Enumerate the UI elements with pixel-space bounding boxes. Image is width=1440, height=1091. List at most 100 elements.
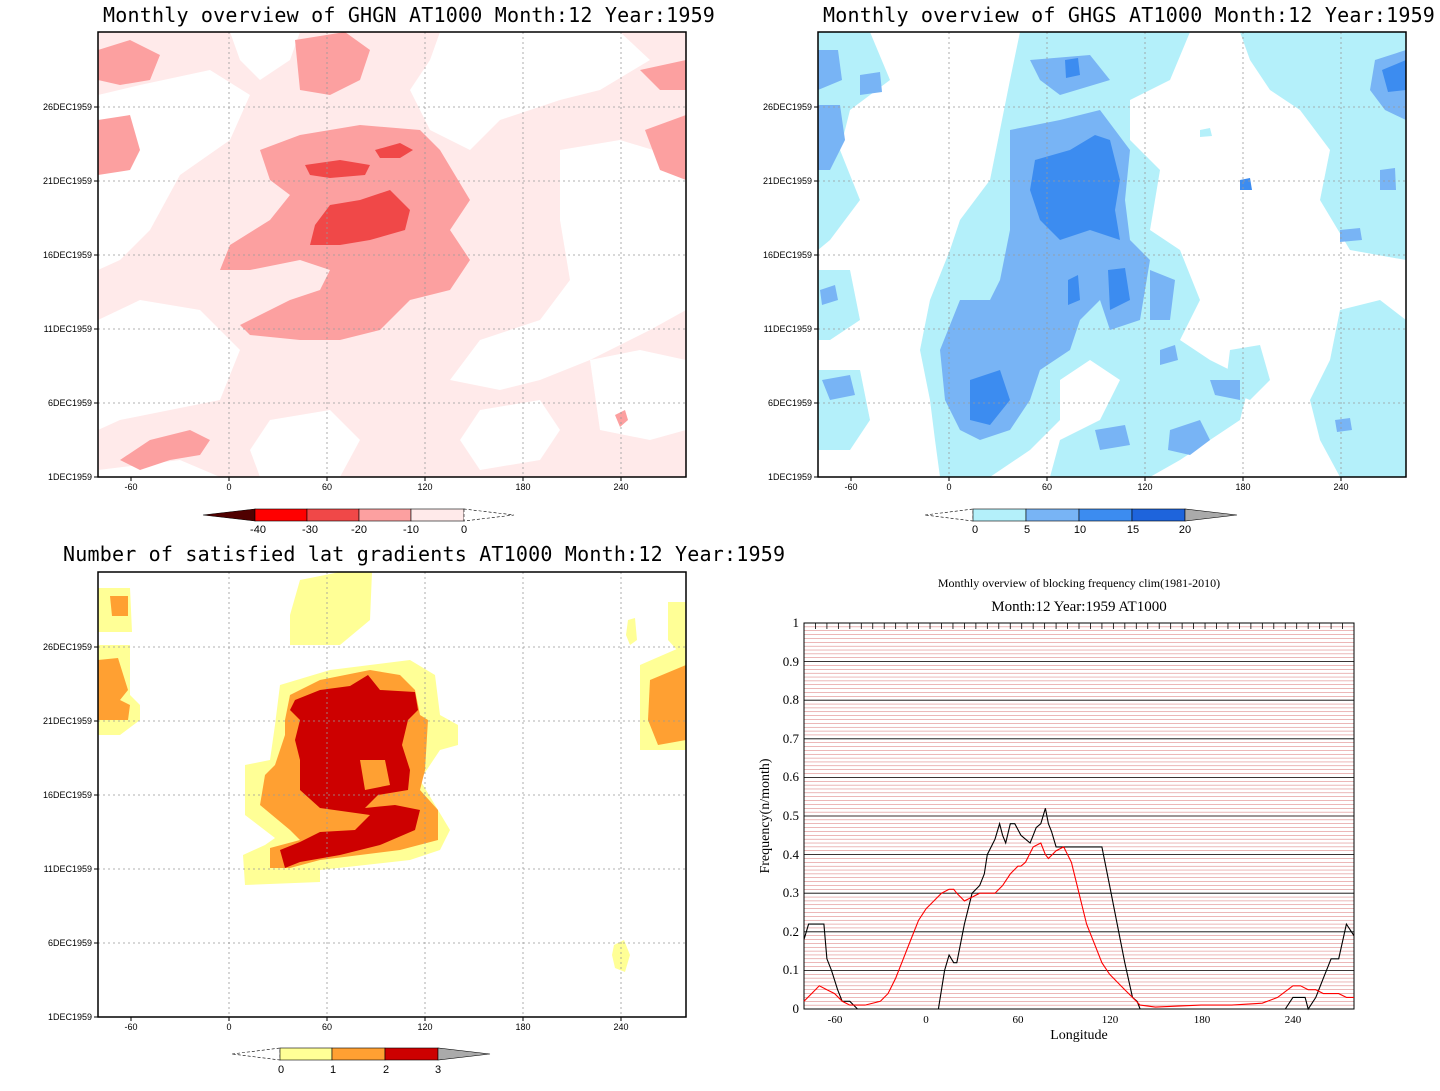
ghgs-cb-label: 15: [1127, 524, 1139, 536]
climatology-line: [803, 842, 1354, 1008]
ghgn-ytick: 21DEC1959: [43, 176, 92, 186]
blocking-major-gridlines: [804, 661, 1354, 971]
blocking-ytick: 0.3: [783, 885, 799, 900]
ghgn-ytick: 16DEC1959: [43, 250, 92, 260]
blocking-ytick: 0.6: [783, 769, 800, 784]
lat-gradients-xtick: 240: [613, 1022, 628, 1032]
blocking-xtick: 120: [1102, 1014, 1119, 1026]
ghgs-xtick: 60: [1042, 482, 1052, 492]
ghgs-xtick: 240: [1333, 482, 1348, 492]
ghgn-cb-label: -40: [250, 524, 266, 536]
blocking-top-ticks: [803, 623, 1355, 629]
ghgs-colorbar: [924, 508, 1238, 522]
ghgs-xtick: 180: [1235, 482, 1250, 492]
blocking-frequency-line: [803, 808, 1355, 1011]
lat-gradients-ytick: 26DEC1959: [43, 642, 92, 652]
blocking-ylabel: Frequency(n/month): [758, 758, 773, 873]
ghgn-ylabels: 1DEC1959 6DEC1959 11DEC1959 16DEC1959 21…: [43, 102, 92, 482]
ghgn-plot: 1DEC1959 6DEC1959 11DEC1959 16DEC1959 21…: [43, 31, 687, 536]
ghgn-cb-label: -30: [302, 524, 318, 536]
ghgn-gridlines: [98, 32, 686, 477]
lat-gradients-colorbar-labels: 0 1 2 3: [278, 1064, 441, 1076]
ghgs-gridlines: [818, 32, 1406, 477]
lat-gradients-ytick: 11DEC1959: [44, 864, 92, 874]
lat-gradients-xtick: 60: [322, 1022, 332, 1032]
lat-gradients-xtick: 180: [515, 1022, 530, 1032]
blocking-ytick: 0: [793, 1001, 800, 1016]
ghgn-xtick: 240: [613, 482, 628, 492]
ghgs-xtick: -60: [844, 482, 857, 492]
ghgs-ticks: [814, 106, 1342, 481]
lat-gradients-ytick: 1DEC1959: [48, 1012, 92, 1022]
blocking-xlabels: -60 0 60 120 180 240: [828, 1014, 1302, 1026]
blocking-subtitle: Month:12 Year:1959 AT1000: [991, 599, 1166, 615]
lat-gradients-ytick: 21DEC1959: [43, 716, 92, 726]
ghgs-xtick: 0: [946, 482, 951, 492]
lat-gradients-cb-label: 0: [278, 1064, 284, 1076]
blocking-ytick: 0.9: [783, 654, 799, 669]
ghgs-xtick: 120: [1137, 482, 1152, 492]
ghgs-ytick: 21DEC1959: [763, 176, 812, 186]
ghgn-cb-label: 0: [461, 524, 467, 536]
ghgs-cb-label: 5: [1024, 524, 1030, 536]
blocking-xtick: -60: [828, 1014, 843, 1026]
ghgn-xtick: 120: [417, 482, 432, 492]
blocking-xlabel: Longitude: [1050, 1028, 1108, 1043]
lat-gradients-xtick: 0: [226, 1022, 231, 1032]
ghgs-ytick: 1DEC1959: [768, 472, 812, 482]
lat-gradients-gridlines: [98, 572, 686, 1017]
ghgs-ylabels: 1DEC1959 6DEC1959 11DEC1959 16DEC1959 21…: [763, 102, 812, 482]
ghgn-cb-label: -20: [351, 524, 367, 536]
ghgn-colorbar-labels: -40 -30 -20 -10 0: [250, 524, 467, 536]
ghgs-colorbar-labels: 0 5 10 15 20: [972, 524, 1191, 536]
ghgn-xtick: 0: [226, 482, 231, 492]
lat-gradients-field: [98, 572, 686, 972]
ghgn-xtick: 60: [322, 482, 332, 492]
lat-gradients-xlabels: -60 0 60 120 180 240: [124, 1022, 628, 1032]
lat-gradients-xtick: 120: [417, 1022, 432, 1032]
blocking-ytick: 0.5: [783, 808, 799, 823]
ghgs-ytick: 11DEC1959: [764, 324, 812, 334]
ghgn-title: Monthly overview of GHGN AT1000 Month:12…: [103, 3, 716, 27]
lat-gradients-plot: 1DEC1959 6DEC1959 11DEC1959 16DEC1959 21…: [43, 571, 687, 1076]
ghgn-ticks: [94, 106, 622, 481]
ghgn-xtick: -60: [124, 482, 137, 492]
lat-gradients-cb-label: 2: [383, 1064, 389, 1076]
lat-gradients-colorbar: [231, 1047, 491, 1061]
ghgs-field: [818, 32, 1406, 477]
ghgs-cb-label: 0: [972, 524, 978, 536]
blocking-xtick: 0: [923, 1014, 929, 1026]
blocking-series-group: [803, 808, 1355, 1011]
lat-gradients-ytick: 16DEC1959: [43, 790, 92, 800]
blocking-ytick: 0.8: [783, 692, 799, 707]
lat-gradients-cb-label: 3: [435, 1064, 441, 1076]
blocking-xtick: 180: [1194, 1014, 1211, 1026]
ghgs-cb-label: 20: [1179, 524, 1191, 536]
blocking-frequency-plot: Monthly overview of blocking frequency c…: [758, 576, 1355, 1043]
lat-gradients-ticks: [94, 646, 622, 1021]
blocking-ytick: 0.4: [783, 847, 800, 862]
lat-gradients-ytick: 6DEC1959: [48, 938, 92, 948]
blocking-xtick: 60: [1013, 1014, 1025, 1026]
blocking-ylabels: 0 0.1 0.2 0.3 0.4 0.5 0.6 0.7 0.8 0.9 1: [783, 615, 800, 1016]
ghgn-field: [98, 32, 686, 477]
lat-gradients-ylabels: 1DEC1959 6DEC1959 11DEC1959 16DEC1959 21…: [43, 642, 92, 1022]
blocking-title: Monthly overview of blocking frequency c…: [938, 576, 1220, 590]
lat-gradients-cb-label: 1: [330, 1064, 336, 1076]
ghgn-colorbar: [202, 508, 515, 522]
blocking-ytick: 0.2: [783, 924, 799, 939]
ghgn-ytick: 11DEC1959: [44, 324, 92, 334]
ghgs-plot: 1DEC1959 6DEC1959 11DEC1959 16DEC1959 21…: [763, 31, 1407, 536]
ghgs-ytick: 26DEC1959: [763, 102, 812, 112]
ghgn-cb-label: -10: [403, 524, 419, 536]
ghgn-xlabels: -60 0 60 120 180 240: [124, 482, 628, 492]
blocking-background-lines: [804, 626, 1354, 1006]
ghgs-ytick: 16DEC1959: [763, 250, 812, 260]
lat-gradients-title: Number of satisfied lat gradients AT1000…: [63, 542, 786, 566]
ghgs-ytick: 6DEC1959: [768, 398, 812, 408]
ghgn-xtick: 180: [515, 482, 530, 492]
ghgn-ytick: 26DEC1959: [43, 102, 92, 112]
blocking-ytick: 0.1: [783, 962, 799, 977]
ghgs-cb-label: 10: [1074, 524, 1086, 536]
